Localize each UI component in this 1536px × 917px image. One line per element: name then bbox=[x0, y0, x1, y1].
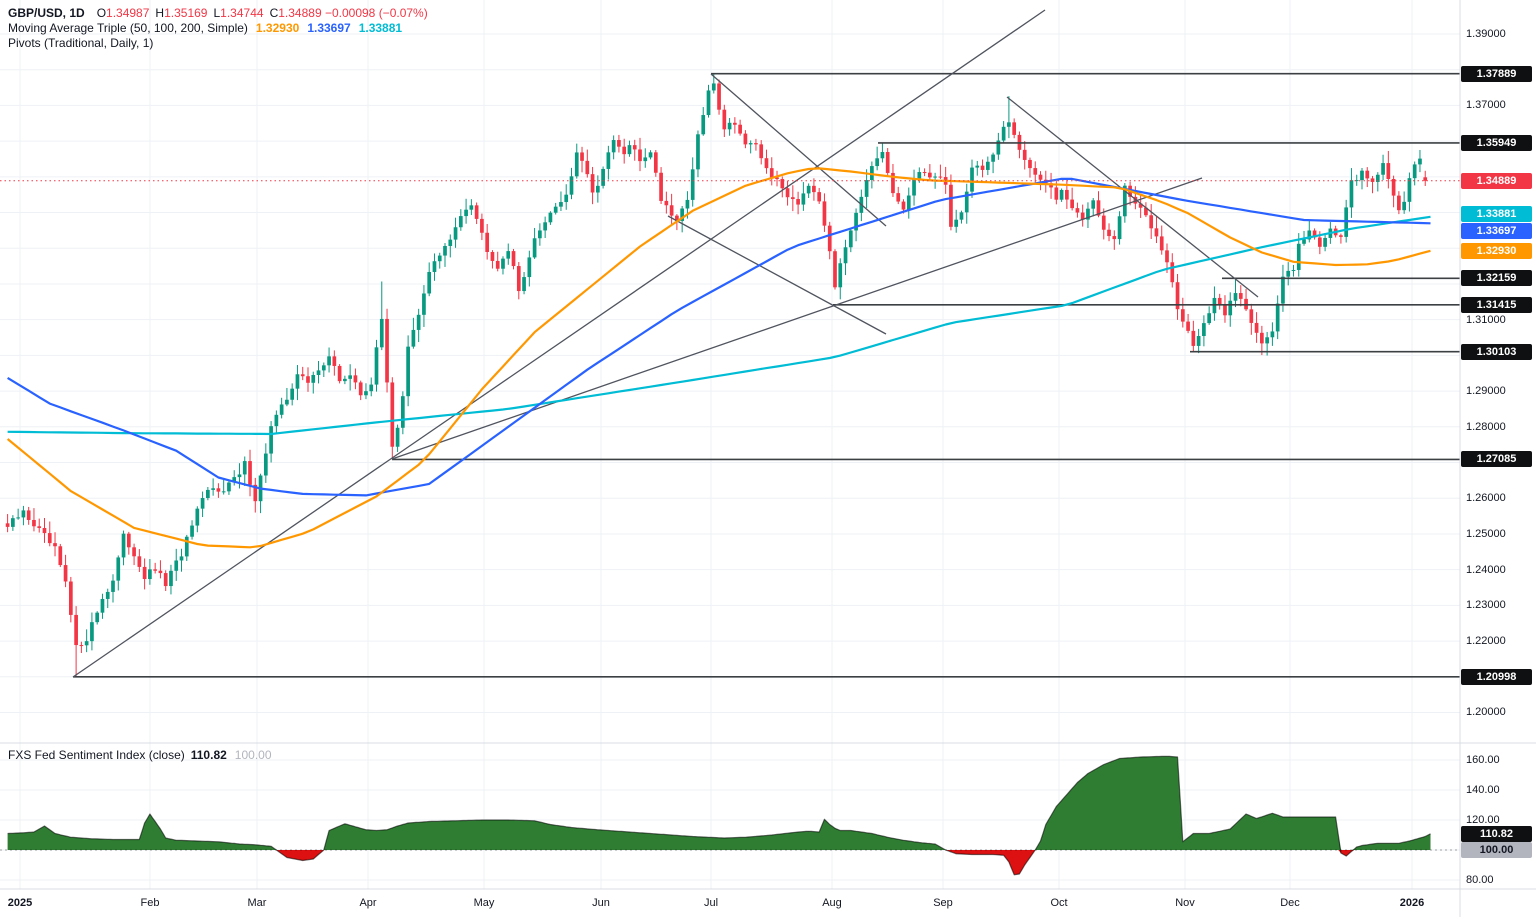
price-tick-label: 1.20000 bbox=[1466, 706, 1506, 719]
low-label: L bbox=[213, 6, 221, 20]
time-axis-month-label: Aug bbox=[822, 897, 842, 909]
sentiment-tick-label: 160.00 bbox=[1466, 754, 1500, 766]
time-axis-month-label: Oct bbox=[1050, 897, 1068, 909]
time-axis-month-label: Apr bbox=[359, 897, 377, 909]
symbol-ohlc-row[interactable]: GBP/USD, 1D O1.34987 H1.35169 L1.34744 C1.34… bbox=[8, 6, 428, 21]
price-tick-label: 1.28000 bbox=[1466, 420, 1506, 433]
sentiment-label: FXS Fed Sentiment Index (close) bbox=[8, 748, 185, 762]
price-level-badge: 1.32159 bbox=[1461, 270, 1532, 287]
ma50-value: 1.32930 bbox=[255, 21, 300, 35]
price-level-badge: 1.32930 bbox=[1461, 242, 1532, 259]
time-axis-month-label: Nov bbox=[1175, 897, 1195, 909]
pivots-indicator-row[interactable]: Pivots (Traditional, Daily, 1) bbox=[8, 36, 428, 51]
price-tick-label: 1.37000 bbox=[1466, 99, 1506, 112]
price-tick-label: 1.31000 bbox=[1466, 313, 1506, 326]
time-axis-month-label: Mar bbox=[247, 897, 267, 909]
ma-indicator-label: Moving Average Triple (50, 100, 200, Sim… bbox=[8, 21, 248, 35]
price-tick-label: 1.39000 bbox=[1466, 28, 1506, 40]
ma200-value: 1.33881 bbox=[358, 21, 403, 35]
high-value: 1.35169 bbox=[164, 6, 208, 20]
sentiment-tick-label: 80.00 bbox=[1466, 874, 1494, 886]
price-tick-label: 1.22000 bbox=[1466, 635, 1506, 648]
time-axis-month-label: Jul bbox=[703, 897, 719, 909]
time-axis-year-label: 2025 bbox=[7, 897, 33, 909]
price-tick-label: 1.25000 bbox=[1466, 527, 1506, 540]
sentiment-level-badge: 110.82 bbox=[1461, 825, 1532, 842]
low-value: 1.34744 bbox=[220, 6, 264, 20]
price-level-badge: 1.27085 bbox=[1461, 451, 1532, 468]
price-level-badge: 1.34889 bbox=[1461, 172, 1532, 189]
close-value: 1.34889 bbox=[278, 6, 322, 20]
time-axis-month-label: Feb bbox=[140, 897, 160, 909]
symbol-title: GBP/USD, 1D bbox=[8, 6, 85, 20]
time-axis-year-label: 2026 bbox=[1399, 897, 1425, 909]
sentiment-indicator-row[interactable]: FXS Fed Sentiment Index (close) 110.82 100… bbox=[8, 748, 272, 762]
sentiment-tick-label: 120.00 bbox=[1466, 814, 1500, 826]
high-label: H bbox=[155, 6, 165, 20]
price-level-badge: 1.35949 bbox=[1461, 134, 1532, 151]
pivots-indicator-label: Pivots (Traditional, Daily, 1) bbox=[8, 36, 154, 50]
open-label: O bbox=[96, 6, 107, 20]
price-level-badge: 1.37889 bbox=[1461, 65, 1532, 82]
change-value: −0.00098 (−0.07%) bbox=[324, 6, 428, 20]
price-level-badge: 1.31415 bbox=[1461, 296, 1532, 313]
ma-indicator-row[interactable]: Moving Average Triple (50, 100, 200, Sim… bbox=[8, 21, 428, 36]
price-level-badge: 1.20998 bbox=[1461, 668, 1532, 685]
price-tick-label: 1.24000 bbox=[1466, 563, 1506, 576]
sentiment-ref-value: 100.00 bbox=[234, 748, 272, 762]
sentiment-tick-label: 140.00 bbox=[1466, 784, 1500, 796]
price-tick-label: 1.29000 bbox=[1466, 385, 1506, 398]
price-level-badge: 1.33881 bbox=[1461, 206, 1532, 223]
price-level-badge: 1.33697 bbox=[1461, 223, 1532, 240]
legend: GBP/USD, 1D O1.34987 H1.35169 L1.34744 C1.34… bbox=[8, 6, 428, 51]
open-value: 1.34987 bbox=[106, 6, 150, 20]
price-level-badge: 1.30103 bbox=[1461, 343, 1532, 360]
ma100-value: 1.33697 bbox=[307, 21, 351, 35]
time-axis-month-label: Sep bbox=[933, 897, 953, 909]
sentiment-level-badge: 100.00 bbox=[1461, 842, 1532, 858]
time-axis-month-label: Dec bbox=[1280, 897, 1300, 909]
time-axis-month-label: May bbox=[473, 897, 495, 909]
sentiment-value: 110.82 bbox=[190, 748, 227, 762]
close-label: C bbox=[269, 6, 279, 20]
price-tick-label: 1.23000 bbox=[1466, 599, 1506, 612]
price-tick-label: 1.26000 bbox=[1466, 492, 1506, 505]
time-axis-month-label: Jun bbox=[592, 897, 610, 909]
